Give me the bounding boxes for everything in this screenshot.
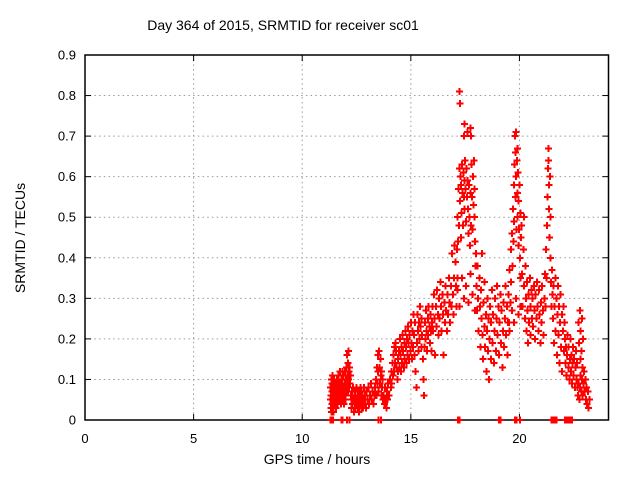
y-tick-label: 0.6 [58, 169, 76, 184]
x-tick-label: 20 [512, 431, 526, 446]
x-tick-label: 10 [295, 431, 309, 446]
y-tick-label: 0.4 [58, 250, 76, 265]
y-tick-label: 0.5 [58, 210, 76, 225]
axis-ticks [84, 54, 609, 421]
y-axis-label: SRMTID / TECUs [12, 183, 28, 293]
y-tick-label: 0.7 [58, 129, 76, 144]
x-axis-label: GPS time / hours [264, 451, 371, 467]
y-tick-label: 0.1 [58, 372, 76, 387]
y-tick-label: 0.3 [58, 291, 76, 306]
x-tick-label: 5 [190, 431, 197, 446]
y-tick-label: 0.9 [58, 48, 76, 63]
axis-tick-labels: 0 5 10 15 20 0 0.1 0.2 0.3 0.4 0.5 0.6 0.7 0.8 0.9 [58, 48, 527, 447]
chart-title: Day 364 of 2015, SRMTID for receiver sc0… [147, 17, 419, 33]
x-tick-label: 0 [81, 431, 88, 446]
x-tick-label: 15 [404, 431, 418, 446]
y-tick-label: 0 [69, 413, 76, 428]
y-tick-label: 0.2 [58, 331, 76, 346]
data-points [327, 88, 593, 424]
y-tick-label: 0.8 [58, 88, 76, 103]
